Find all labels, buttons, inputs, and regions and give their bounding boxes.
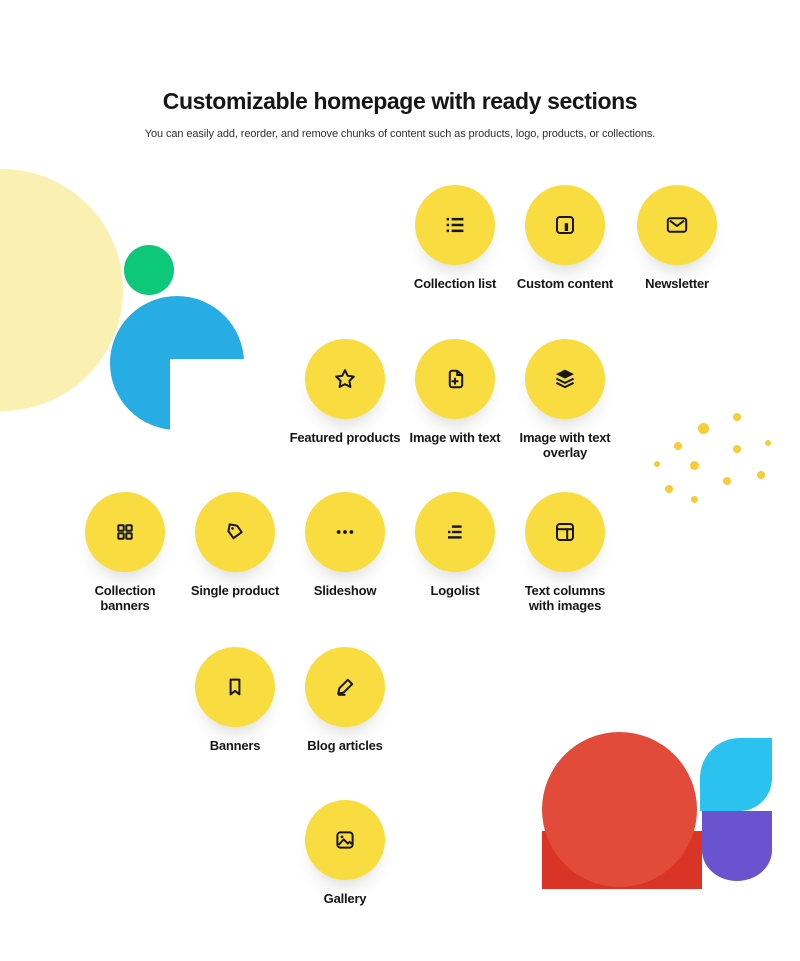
green-circle-decor (124, 245, 174, 295)
item-label: Gallery (323, 891, 367, 906)
section-item-slideshow: Slideshow (280, 492, 410, 598)
logolist-circle (415, 492, 495, 572)
section-item-text-columns: Text columns with images (500, 492, 630, 614)
item-label: Featured products (289, 430, 401, 445)
section-item-banners: Banners (170, 647, 300, 753)
item-label: Slideshow (313, 583, 377, 598)
section-item-newsletter: Newsletter (612, 185, 742, 291)
list-lines-icon (448, 525, 462, 539)
bookmark-icon (229, 678, 241, 696)
item-label: Custom content (516, 276, 614, 291)
featured-products-circle (305, 339, 385, 419)
item-label: Newsletter (645, 276, 709, 291)
ellipsis-icon (336, 530, 354, 534)
newsletter-circle (637, 185, 717, 265)
image-with-text-circle (415, 339, 495, 419)
slideshow-circle (305, 492, 385, 572)
banners-circle (195, 647, 275, 727)
item-label: Text columns with images (524, 583, 606, 614)
collection-list-circle (415, 185, 495, 265)
section-item-image-with-text: Image with text (390, 339, 520, 445)
layout-columns-icon (556, 523, 574, 541)
item-label: Logolist (430, 583, 480, 598)
confetti-dot (757, 471, 765, 479)
blue-disc-notch (170, 359, 248, 433)
page-header: Customizable homepage with ready section… (0, 0, 800, 140)
list-bullets-icon (446, 217, 464, 233)
section-item-collection-banners: Collection banners (60, 492, 190, 614)
item-label: Blog articles (307, 738, 383, 753)
file-plus-icon (448, 369, 464, 389)
red-arch-circle-decor (542, 732, 697, 887)
confetti-dot (665, 485, 673, 493)
item-label: Image with text overlay (519, 430, 611, 461)
section-item-collection-list: Collection list (390, 185, 520, 291)
gallery-circle (305, 800, 385, 880)
item-label: Banners (209, 738, 261, 753)
confetti-dot (691, 496, 698, 503)
custom-content-circle (525, 185, 605, 265)
confetti-dot (698, 423, 709, 434)
tag-icon (227, 523, 243, 540)
image-icon (336, 831, 354, 849)
pencil-icon (337, 678, 354, 696)
confetti-dot (654, 461, 660, 467)
confetti-dot (690, 461, 699, 470)
section-item-custom-content: Custom content (500, 185, 630, 291)
cyan-leaf-decor (700, 738, 772, 811)
single-product-circle (195, 492, 275, 572)
blog-articles-circle (305, 647, 385, 727)
confetti-dot (765, 440, 771, 446)
blue-notched-circle-decor (110, 296, 248, 433)
item-label: Collection list (413, 276, 497, 291)
item-label: Single product (190, 583, 280, 598)
item-label: Collection banners (94, 583, 156, 614)
panel-icon (556, 216, 574, 234)
section-item-blog-articles: Blog articles (280, 647, 410, 753)
section-item-logolist: Logolist (390, 492, 520, 598)
section-item-featured-products: Featured products (280, 339, 410, 445)
collection-banners-circle (85, 492, 165, 572)
layers-icon (555, 369, 575, 389)
grid-icon (117, 524, 133, 540)
envelope-icon (666, 217, 688, 233)
star-icon (335, 369, 355, 388)
confetti-dot (733, 445, 741, 453)
confetti-dot (674, 442, 682, 450)
purple-leaf-decor (702, 811, 772, 881)
confetti-dot (733, 413, 741, 421)
text-columns-circle (525, 492, 605, 572)
section-item-image-with-text-overlay: Image with text overlay (500, 339, 630, 461)
page-title: Customizable homepage with ready section… (162, 88, 638, 114)
image-with-text-overlay-circle (525, 339, 605, 419)
section-item-single-product: Single product (170, 492, 300, 598)
item-label: Image with text (409, 430, 501, 445)
page-subtitle: You can easily add, reorder, and remove … (144, 128, 656, 140)
section-item-gallery: Gallery (280, 800, 410, 906)
confetti-dot (723, 477, 731, 485)
pale-yellow-circle-decor (0, 169, 123, 411)
